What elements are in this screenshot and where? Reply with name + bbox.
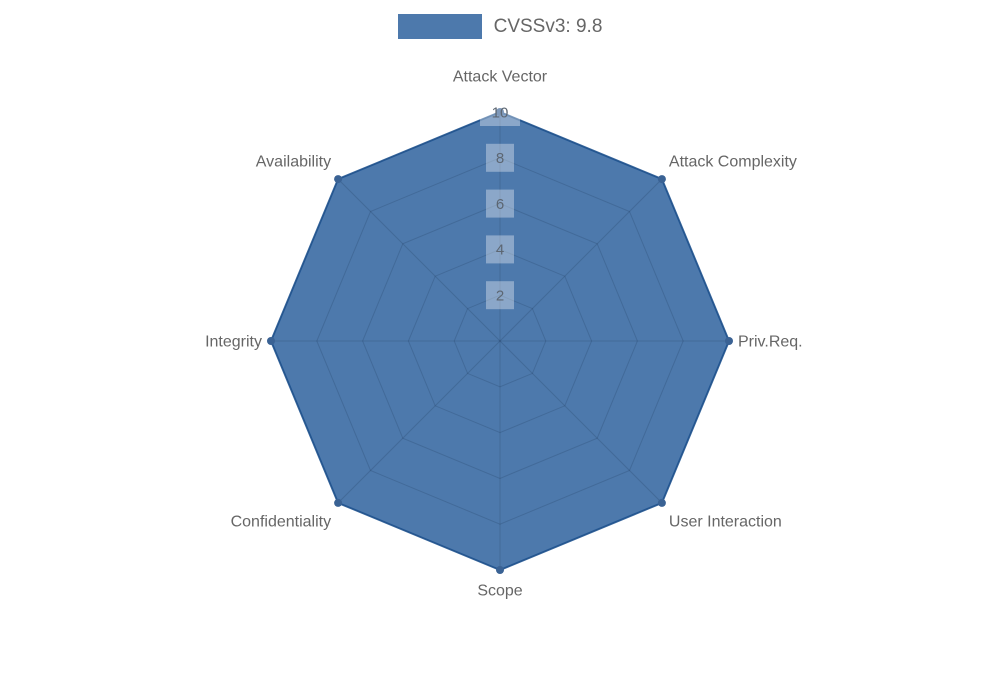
- tick-backdrop: [486, 189, 514, 218]
- axis-label: User Interaction: [669, 514, 782, 531]
- tick-backdrop: [486, 281, 514, 310]
- axis-line: [337, 340, 501, 504]
- axis-labels-layer: Attack Vector Attack Complexity Priv.Req. U…: [205, 69, 803, 600]
- axis-label: Priv.Req.: [738, 334, 803, 351]
- data-point: [496, 108, 504, 116]
- data-point: [334, 498, 343, 507]
- axis-line: [337, 178, 501, 342]
- axis-line: [499, 340, 663, 504]
- tick-label: 6: [496, 196, 504, 213]
- data-points-layer: [267, 108, 733, 574]
- axis-label: Scope: [477, 583, 522, 600]
- grid-ring: [316, 157, 684, 525]
- tick-backdrop: [480, 98, 520, 126]
- axis-label: Availability: [256, 154, 331, 171]
- legend-swatch: [397, 14, 482, 39]
- data-point: [496, 566, 504, 574]
- tick-label: 10: [492, 104, 509, 121]
- axis-label: Attack Complexity: [669, 154, 797, 171]
- data-point: [725, 337, 733, 345]
- radial-ticks-layer: 2 4 6 8 10: [480, 98, 520, 310]
- tick-backdrop: [486, 235, 514, 264]
- legend-item[interactable]: CVSSv3: 9.8: [0, 14, 1000, 39]
- grid-ring: [362, 203, 638, 479]
- axis-line: [499, 178, 663, 342]
- grid-ring: [453, 294, 547, 388]
- axis-label: Confidentiality: [231, 514, 332, 531]
- data-point: [657, 498, 666, 507]
- grid-layer: [270, 111, 730, 571]
- tick-label: 2: [496, 287, 504, 304]
- data-point: [334, 175, 343, 184]
- legend-label: CVSSv3: 9.8: [493, 16, 603, 37]
- tick-backdrop: [486, 143, 514, 172]
- tick-label: 8: [496, 150, 504, 167]
- axis-label: Integrity: [205, 334, 262, 351]
- data-point: [267, 337, 275, 345]
- tick-label: 4: [496, 242, 504, 259]
- grid-ring: [407, 248, 593, 434]
- axis-label: Attack Vector: [453, 69, 548, 86]
- data-point: [657, 175, 666, 184]
